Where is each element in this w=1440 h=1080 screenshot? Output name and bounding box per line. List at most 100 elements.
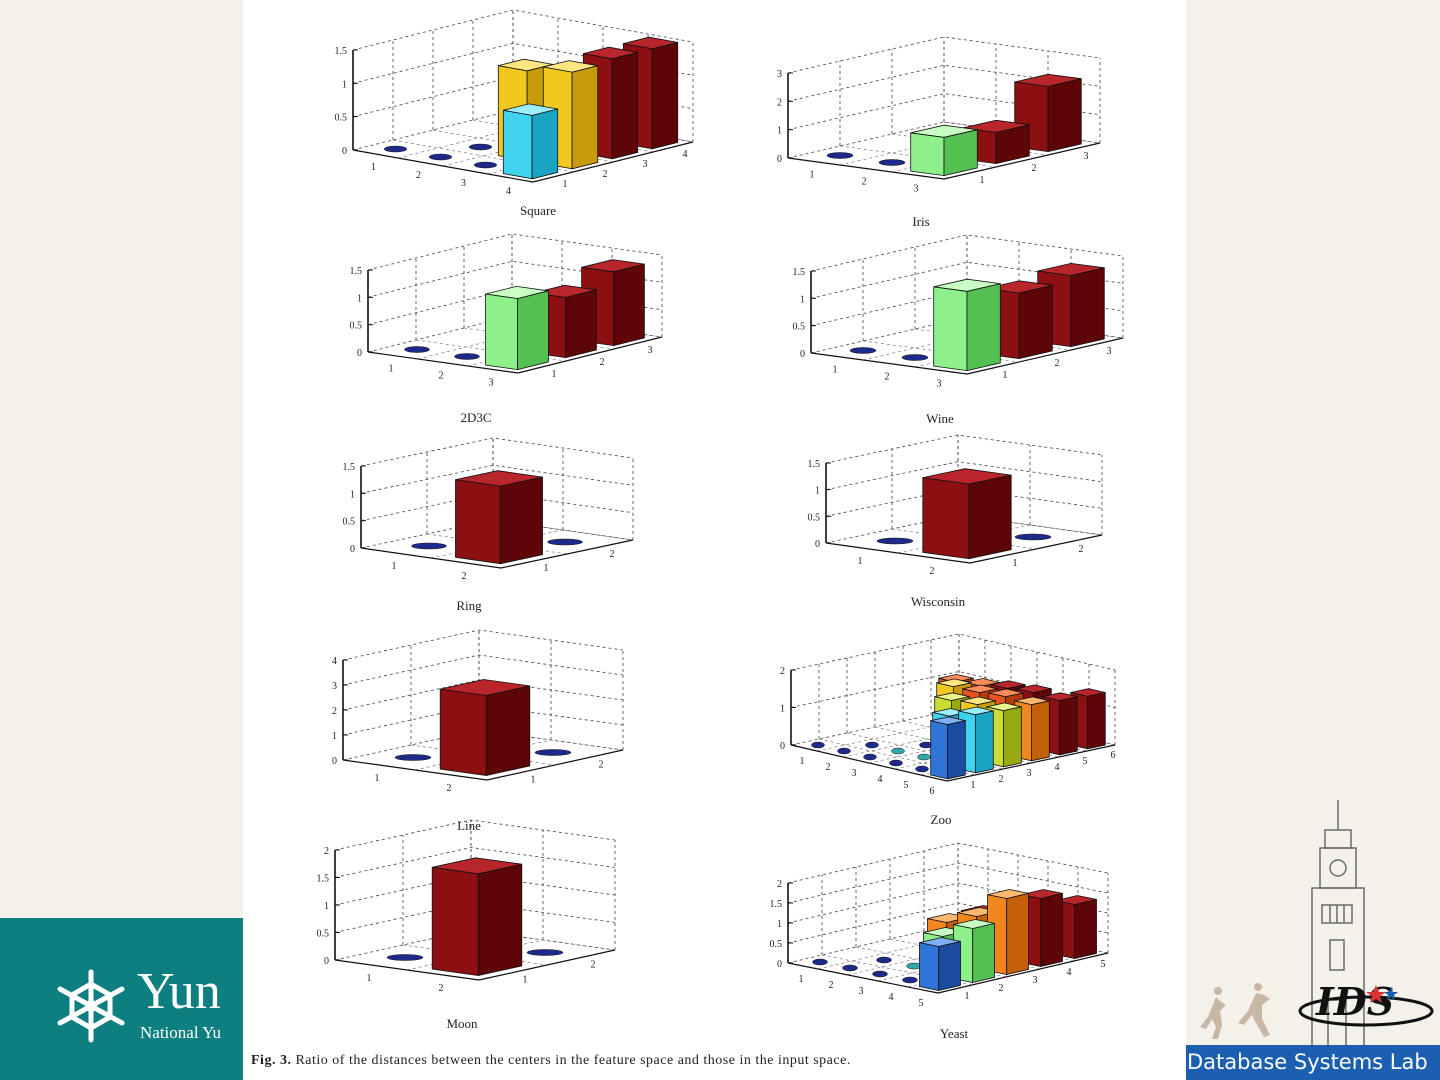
chart-title: Square [520,203,556,218]
z-tick-label: 0.5 [317,929,330,940]
z-tick-label: 1 [777,126,782,137]
z-tick-label: 0 [357,348,362,359]
x-tick-label: 1 [799,974,804,985]
zero-marker [429,153,452,161]
x-tick-label: 1 [375,773,380,784]
x-tick-label: 2 [826,762,831,773]
x-tick-label: 2 [862,177,867,188]
y-tick-label: 1 [531,775,536,786]
z-tick-label: 0 [815,539,820,550]
x-axis [334,959,480,981]
z-tick-label: 1 [332,731,337,742]
y-tick-label: 1 [523,975,528,986]
x-tick-label: 2 [439,371,444,382]
x-tick-label: 1 [800,756,805,767]
y-tick-label: 1 [552,369,557,380]
z-tick-label: 2 [777,97,782,108]
x-tick-label: 3 [461,178,466,189]
snowflake-logo-icon [57,969,125,1043]
zero-marker [454,353,480,360]
zero-marker [411,542,447,550]
zero-marker [394,754,432,761]
z-tick-label: 1.5 [793,267,806,278]
y-tick-label: 5 [1083,756,1088,767]
x-tick-label: 4 [878,774,883,785]
z-tick-label: 3 [332,681,337,692]
zero-marker [878,159,906,166]
y-tick-label: 5 [1101,959,1106,970]
university-subtitle: National Yu [140,1023,222,1042]
zero-marker [469,143,492,151]
figure-panel: 0 0.5 1 1.5 1 2 3 4 1 2 3 4 Square 0 1 2 3 1 2 3 1 2 3 Iris 0 0.5… [243,0,1186,1080]
y-axis [532,141,694,183]
y-tick-label: 2 [999,983,1004,994]
zero-marker [901,354,929,361]
z-tick-label: 1 [780,704,785,715]
y-tick-label: 2 [1055,358,1060,369]
z-tick-label: 1 [800,294,805,305]
y-tick-label: 3 [643,159,648,170]
z-tick-label: 1.5 [808,459,821,470]
z-tick-label: 1.5 [350,266,363,277]
chart-title: Moon [446,1016,478,1031]
zero-marker [891,747,905,755]
x-tick-label: 2 [829,980,834,991]
chart-2d3c: 0 0.5 1 1.5 1 2 3 1 2 3 2D3C [350,233,663,425]
bar [986,702,1022,768]
x-axis [360,547,502,569]
grid-line [360,437,634,467]
x-tick-label: 2 [416,170,421,181]
x-tick-label: 4 [889,992,894,1003]
z-tick-label: 1.5 [335,46,348,57]
x-tick-label: 1 [858,556,863,567]
lab-logo-text: IDS [1315,979,1394,1024]
z-tick-label: 0.5 [335,113,348,124]
z-tick-label: 1 [815,486,820,497]
bar [431,857,523,976]
zero-marker [404,346,430,353]
y-axis [966,337,1124,375]
chart-title: Wine [926,411,954,426]
chart-title: Wisconsin [911,594,966,609]
z-tick-label: 0 [342,146,347,157]
figure-caption-text: Ratio of the distances between the cente… [295,1053,851,1068]
chart-moon: 0 0.5 1 1.5 2 1 2 1 2 Moon [317,819,616,1031]
x-axis [810,352,968,375]
x-tick-label: 2 [930,566,935,577]
x-tick-label: 2 [439,983,444,994]
y-tick-label: 1 [544,563,549,574]
z-tick-label: 0 [350,544,355,555]
bar [930,716,966,780]
x-tick-label: 1 [392,561,397,572]
chart-title: Zoo [931,812,952,827]
y-axis [937,952,1109,994]
x-tick-label: 1 [810,170,815,181]
y-tick-label: 1 [563,179,568,190]
z-tick-label: 2 [777,879,782,890]
floor-grid-line [842,720,1012,758]
zero-marker [547,538,583,546]
zero-marker [902,976,918,984]
bar [502,103,559,180]
z-tick-label: 0 [324,956,329,967]
zero-marker [1014,533,1052,541]
y-tick-label: 1 [965,991,970,1002]
chart-zoo: 0 1 2 1 2 3 4 5 6 1 2 3 4 5 6 Zoo [780,633,1116,827]
z-tick-label: 0 [777,959,782,970]
chart-ring: 0 0.5 1 1.5 1 2 1 2 Ring [343,437,634,613]
x-tick-label: 3 [937,379,942,390]
y-tick-label: 4 [683,149,688,160]
z-tick-label: 1 [777,919,782,930]
y-axis [500,539,634,569]
x-tick-label: 1 [389,364,394,375]
zero-marker [842,964,858,972]
lab-name-label: Database Systems Lab [1186,1045,1440,1080]
x-tick-label: 1 [833,365,838,376]
footer-band-left [0,918,243,1080]
zero-marker [863,753,877,761]
floor-grid-line [787,121,945,159]
y-tick-label: 1 [1013,558,1018,569]
z-tick-label: 0 [777,154,782,165]
zero-marker [812,958,828,966]
y-axis [946,744,1116,782]
